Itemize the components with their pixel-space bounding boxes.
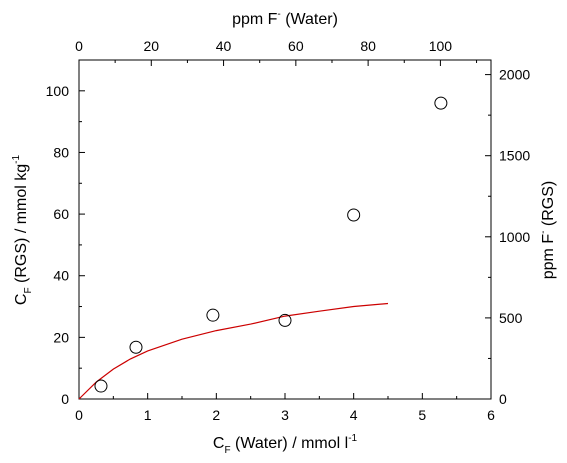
y-tick-label: 60 — [53, 206, 69, 222]
y-tick-label: 80 — [53, 144, 69, 160]
y-tick-label: 20 — [53, 329, 69, 345]
top-tick-label: 20 — [143, 38, 159, 54]
y-tick-label: 40 — [53, 268, 69, 284]
top-tick-label: 60 — [288, 38, 304, 54]
x-tick-label: 5 — [418, 407, 426, 423]
axis-ticks — [78, 60, 492, 400]
x-axis-title: CF (Water) / mmol l-1 — [213, 433, 358, 456]
x-tick-label: 6 — [487, 407, 495, 423]
x-tick-label: 4 — [350, 407, 358, 423]
top-tick-label: 100 — [429, 38, 453, 54]
y-tick-label: 0 — [61, 391, 69, 407]
right-axis-title: ppm F- (RGS) — [538, 181, 557, 279]
right-tick-label: 0 — [499, 391, 507, 407]
right-tick-label: 1000 — [499, 229, 530, 245]
plot-frame — [78, 59, 492, 400]
top-tick-label: 0 — [75, 38, 83, 54]
data-point — [434, 96, 448, 110]
data-point — [129, 340, 143, 354]
top-tick-label: 40 — [216, 38, 232, 54]
right-tick-label: 500 — [499, 310, 523, 326]
right-tick-label: 1500 — [499, 148, 530, 164]
y-axis-title: CF (RGS) / mmol kg-1 — [11, 155, 34, 306]
x-tick-label: 1 — [144, 407, 152, 423]
data-point — [94, 379, 108, 393]
x-tick-label: 0 — [75, 407, 83, 423]
x-tick-label: 2 — [212, 407, 220, 423]
data-point — [347, 208, 361, 222]
series-layer — [78, 96, 448, 400]
data-point — [206, 308, 220, 322]
right-tick-label: 2000 — [499, 67, 530, 83]
y-tick-label: 100 — [46, 83, 70, 99]
x-tick-label: 3 — [281, 407, 289, 423]
data-point — [278, 313, 292, 327]
fit-curve — [78, 302, 389, 400]
top-tick-label: 80 — [360, 38, 376, 54]
top-axis-title: ppm F- (Water) — [232, 9, 338, 28]
